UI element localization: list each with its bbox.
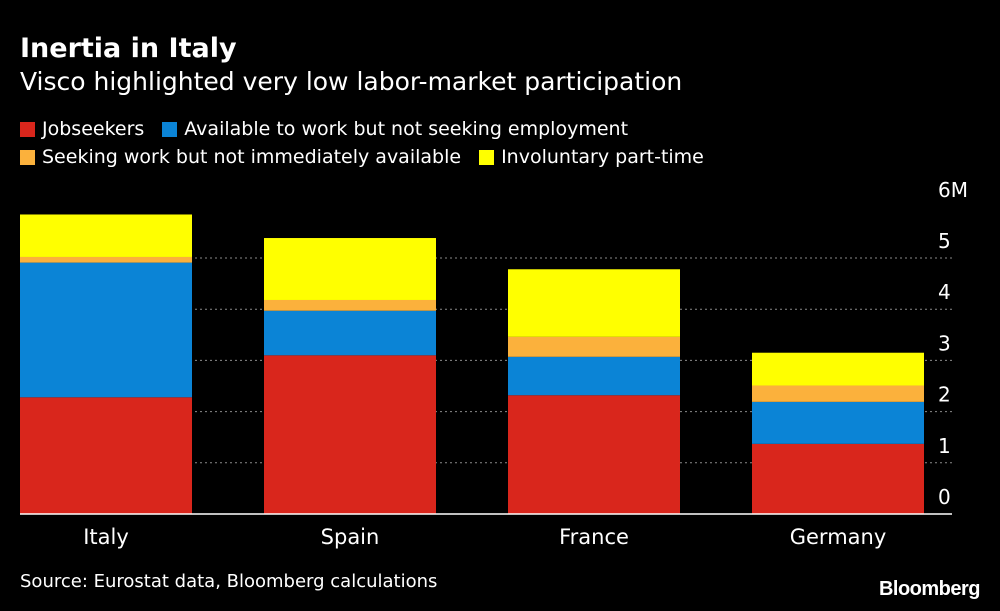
bar-italy-series-1 [20, 262, 192, 398]
bar-spain-series-3 [264, 238, 436, 300]
legend-swatch-jobseekers [20, 121, 35, 137]
y-tick-label-2: 2 [938, 383, 951, 407]
x-tick-label-spain: Spain [321, 525, 380, 549]
legend-row-1: Jobseekers Available to work but not see… [20, 118, 646, 140]
legend-row-2: Seeking work but not immediately availab… [20, 146, 722, 168]
bar-italy-series-3 [20, 214, 192, 257]
bar-spain-series-0 [264, 355, 436, 514]
y-tick-label-3: 3 [938, 331, 951, 355]
legend-item-available: Available to work but not seeking employ… [162, 118, 628, 140]
bar-italy-series-2 [20, 256, 192, 263]
legend-label-available: Available to work but not seeking employ… [184, 118, 629, 140]
legend-swatch-available [162, 121, 178, 137]
legend-item-part-time: Involuntary part-time [479, 146, 704, 168]
bar-france-series-1 [508, 356, 680, 396]
y-tick-label-0: 0 [938, 485, 951, 509]
chart-title: Inertia in Italy [20, 33, 237, 64]
legend-swatch-part-time [479, 149, 495, 165]
bar-germany-series-3 [752, 352, 924, 386]
y-tick-label-5: 5 [938, 229, 951, 253]
bar-germany-series-1 [752, 401, 924, 444]
legend-item-seeking: Seeking work but not immediately availab… [20, 146, 461, 168]
bar-france-series-2 [508, 336, 680, 357]
legend-item-jobseekers: Jobseekers [20, 118, 144, 140]
bloomberg-logo: Bloomberg [878, 578, 981, 600]
bar-spain-series-1 [264, 310, 436, 356]
legend-swatch-seeking [20, 149, 35, 165]
bar-germany-series-2 [752, 385, 924, 402]
legend-label-part-time: Involuntary part-time [501, 146, 704, 168]
bar-france-series-0 [508, 395, 680, 514]
legend-label-seeking: Seeking work but not immediately availab… [42, 146, 462, 168]
bar-france-series-3 [508, 269, 680, 337]
bar-germany-series-0 [752, 443, 924, 514]
x-tick-label-germany: Germany [790, 525, 887, 549]
y-tick-label-1: 1 [938, 434, 951, 458]
y-tick-label-6: 6M [938, 178, 968, 202]
legend-label-jobseekers: Jobseekers [42, 118, 145, 140]
chart-subtitle: Visco highlighted very low labor-market … [20, 67, 683, 96]
bar-italy-series-0 [20, 397, 192, 514]
x-tick-label-italy: Italy [83, 525, 129, 549]
source-note: Source: Eurostat data, Bloomberg calcula… [20, 571, 438, 592]
stacked-bar-chart: Italy Spain France Germany 0 1 2 3 4 5 6M [20, 178, 968, 549]
x-tick-label-france: France [559, 525, 629, 549]
y-tick-label-4: 4 [938, 280, 951, 304]
bar-spain-series-2 [264, 299, 436, 311]
